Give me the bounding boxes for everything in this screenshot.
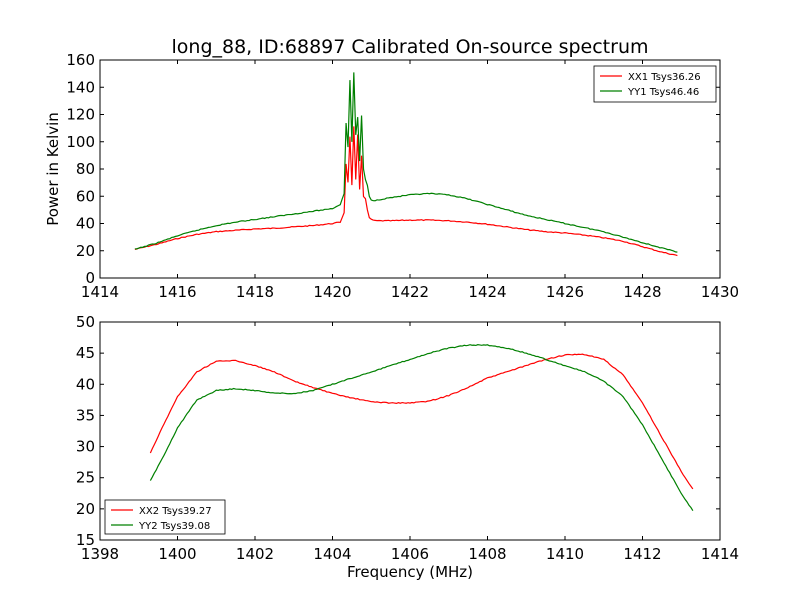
legend-entry: XX1 Tsys36.26 (628, 72, 701, 83)
y-tick-label: 20 (76, 500, 95, 518)
x-tick-label: 1420 (313, 283, 351, 301)
y-tick-label: 15 (76, 531, 95, 549)
x-tick-label: 1404 (313, 545, 351, 563)
x-tick-label: 1414 (81, 283, 119, 301)
y-tick-label: 30 (76, 438, 95, 456)
x-axis-label: Frequency (MHz) (347, 563, 473, 581)
x-tick-label: 1426 (546, 283, 584, 301)
legend: XX2 Tsys39.27 YY2 Tsys39.08 (104, 499, 226, 535)
series-line-1 (134, 126, 678, 257)
x-tick-label: 1398 (81, 545, 119, 563)
y-tick-label: 60 (76, 187, 95, 205)
x-tick-label: 1408 (468, 545, 506, 563)
y-tick-label: 20 (76, 242, 95, 260)
legend: XX1 Tsys36.26 YY1 Tsys46.46 (593, 65, 717, 103)
top-spectrum-panel: 1414 1416 1418 1420 1422 1424 1426 1428 1430 0 20 4… (44, 51, 739, 301)
x-tick-label: 1418 (236, 283, 274, 301)
legend-entry: XX2 Tsys39.27 (139, 506, 212, 517)
legend-entry: YY2 Tsys39.08 (138, 521, 210, 532)
bottom-spectrum-panel: 1398 1400 1402 1404 1406 1408 1410 1412 1414 15 20… (76, 313, 739, 581)
y-tick-label: 40 (76, 215, 95, 233)
legend-box (104, 499, 226, 535)
series-line-2 (134, 72, 678, 253)
y-tick-label: 45 (76, 344, 95, 362)
y-tick-label: 35 (76, 406, 95, 424)
x-tick-label: 1414 (701, 545, 739, 563)
x-tick-label: 1406 (391, 545, 429, 563)
series-line-2 (149, 344, 694, 512)
series-line-1 (149, 353, 694, 490)
legend-entry: YY1 Tsys46.46 (627, 87, 699, 98)
y-tick-label: 50 (76, 313, 95, 331)
y-tick-label: 140 (66, 78, 95, 96)
y-tick-label: 80 (76, 160, 95, 178)
x-tick-label: 1422 (391, 283, 429, 301)
y-tick-label: 40 (76, 375, 95, 393)
y-tick-label: 160 (66, 51, 95, 69)
x-tick-label: 1402 (236, 545, 274, 563)
figure-title: long_88, ID:68897 Calibrated On-source s… (172, 36, 649, 58)
legend-box (593, 65, 717, 103)
x-tick-label: 1428 (623, 283, 661, 301)
x-tick-label: 1400 (158, 545, 196, 563)
x-tick-label: 1416 (158, 283, 196, 301)
x-tick-label: 1410 (546, 545, 584, 563)
x-tick-label: 1430 (701, 283, 739, 301)
x-tick-label: 1412 (623, 545, 661, 563)
y-tick-label: 0 (85, 269, 95, 287)
y-tick-label: 120 (66, 106, 95, 124)
x-tick-label: 1424 (468, 283, 506, 301)
y-tick-label: 25 (76, 469, 95, 487)
y-tick-label: 100 (66, 133, 95, 151)
y-axis-label: Power in Kelvin (44, 112, 62, 226)
